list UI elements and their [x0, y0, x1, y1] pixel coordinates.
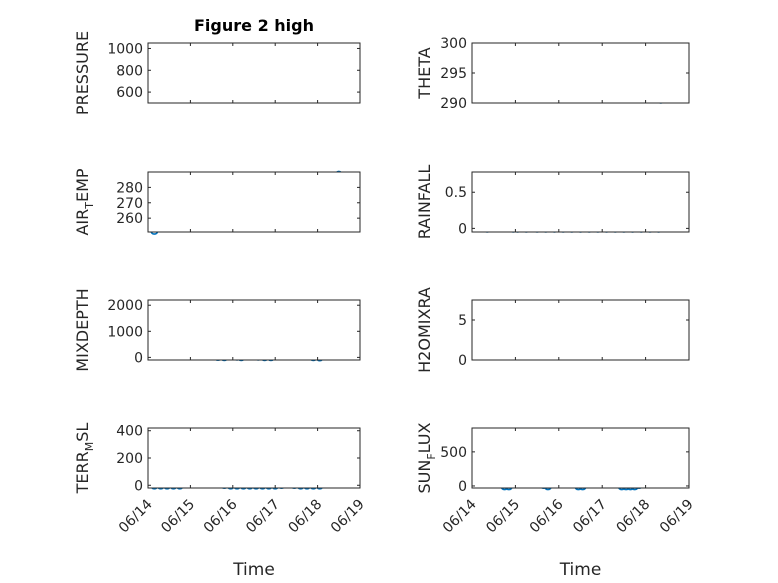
- axes-frame: [147, 42, 361, 104]
- x-tick-label: 06/14: [440, 496, 480, 536]
- axes-frame: [147, 427, 361, 489]
- y-axis-label: THETA: [415, 47, 434, 99]
- y-tick-label: 270: [116, 196, 143, 212]
- y-axis-label: MIXDEPTH: [73, 288, 92, 371]
- subplot-1: 600 800 1000 PRESSURE Figure 2 high: [73, 16, 361, 115]
- y-tick-label: 500: [440, 445, 467, 461]
- axes-frame: [471, 299, 690, 361]
- y-tick-label: 280: [116, 180, 143, 196]
- y-tick-label: 0: [134, 350, 143, 366]
- y-tick-label: 0: [458, 479, 467, 495]
- x-tick-label: 06/18: [286, 496, 326, 536]
- y-tick-label: 0: [458, 221, 467, 237]
- axes-frame: [471, 171, 690, 233]
- y-axis-label: RAINFALL: [415, 165, 434, 240]
- y-axis-label: H2OMIXRA: [415, 287, 434, 373]
- axes-frame: [147, 299, 361, 361]
- y-tick-label: 260: [116, 211, 143, 227]
- x-tick-label: 06/15: [483, 496, 523, 536]
- y-tick-label: 0: [458, 353, 467, 369]
- x-tick-label: 06/19: [328, 496, 368, 536]
- x-tick-label: 06/15: [158, 496, 198, 536]
- x-axis-label: Time: [232, 560, 275, 580]
- x-tick-label: 06/16: [527, 496, 567, 536]
- chart-title: Figure 2 high: [194, 16, 314, 35]
- x-tick-label: 06/18: [614, 496, 654, 536]
- x-tick-label: 06/14: [116, 496, 156, 536]
- subplot-4: 0 0.5 RAINFALL: [415, 165, 690, 240]
- axes-frame: [147, 171, 361, 233]
- y-tick-label: 0: [134, 478, 143, 494]
- x-axis-label: Time: [559, 560, 602, 580]
- subplot-5: 0 1000 2000 MIXDEPTH: [73, 288, 361, 372]
- y-axis-label: PRESSURE: [73, 31, 92, 115]
- y-tick-label: 290: [440, 96, 467, 112]
- x-tick-label: 06/17: [243, 496, 283, 536]
- y-tick-label: 5: [458, 313, 467, 329]
- subplot-2: 290 295 300 THETA: [415, 36, 690, 112]
- x-tick-label: 06/16: [201, 496, 241, 536]
- y-tick-label: 0.5: [445, 185, 467, 201]
- axes-frame: [471, 42, 690, 104]
- y-tick-label: 1000: [107, 41, 143, 57]
- subplot-7: 0 200 400 06/14 06/15 06/16 06/17 06/18 06/19 TER…: [73, 423, 368, 580]
- y-tick-label: 200: [116, 451, 143, 467]
- y-tick-label: 400: [116, 424, 143, 440]
- y-tick-label: 2000: [107, 298, 143, 314]
- y-tick-label: 295: [440, 66, 467, 82]
- y-axis-label: SUNFLUX: [415, 422, 438, 493]
- y-axis-label: TERRMSL: [73, 423, 96, 495]
- y-tick-label: 600: [116, 85, 143, 101]
- subplot-6: 0 5 H2OMIXRA: [415, 287, 690, 373]
- y-tick-label: 1000: [107, 324, 143, 340]
- y-tick-label: 300: [440, 36, 467, 52]
- x-tick-label: 06/19: [657, 496, 697, 536]
- y-axis-label: AIRTEMP: [73, 168, 96, 235]
- y-tick-label: 800: [116, 63, 143, 79]
- axes-frame: [471, 427, 690, 489]
- subplot-8: 0 500 06/14 06/15 06/16 06/17 06/18 06/19 SUNFLU…: [415, 422, 697, 580]
- x-tick-label: 06/17: [570, 496, 610, 536]
